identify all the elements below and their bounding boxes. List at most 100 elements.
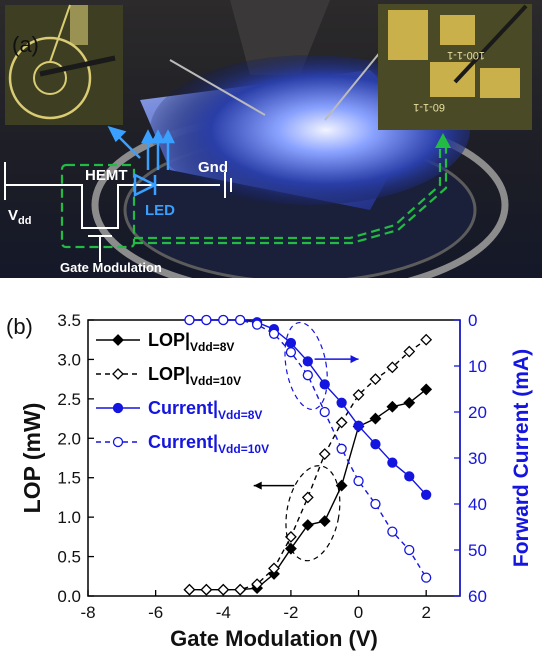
series-point-1 [352,388,365,401]
y-tick-label: 3.0 [57,350,81,369]
series-point-1 [268,562,280,575]
series-point-3 [336,443,347,454]
series-point-1 [420,333,433,346]
x-tick-label: 2 [421,603,430,622]
series-point-3 [235,314,246,326]
photo-panel: (a) 100-1-1 60-1-1 [0,0,542,278]
y2-tick-label: 50 [468,541,487,560]
series-point-2 [421,489,432,500]
series-point-3 [285,347,297,358]
series-point-2 [353,420,364,431]
legend-entry: Current|Vdd=8V [148,398,262,422]
panel-a-label: (a) [12,32,39,57]
circuit-vdd-label: Vdd [8,207,31,227]
legend-swatch-marker [112,402,124,414]
series-point-3 [218,314,229,326]
arrow-left-axis-head [253,481,262,490]
y-tick-label: 0.5 [57,548,81,567]
y-tick-label: 1.0 [57,508,81,527]
annotation-ellipse-current [284,321,328,411]
x-tick-label: -8 [80,603,95,622]
x-tick-label: -6 [148,603,163,622]
legend-entry: Current|Vdd=10V [148,432,269,456]
y-axis-title: LOP (mW) [19,403,45,514]
annotation-ellipse-lop [285,465,341,562]
series-point-3 [251,319,263,330]
probe-needle [169,59,266,116]
y-tick-label: 1.5 [57,469,81,488]
y2-tick-label: 40 [468,495,487,514]
circuit-gnd-label: Gnd [198,159,228,176]
panel-b-label: (b) [6,314,33,339]
series-point-0 [386,400,399,413]
series-point-3 [319,406,330,418]
series-point-1 [217,583,230,596]
photo-illustration: (a) 100-1-1 60-1-1 [0,0,542,278]
legend-entry: LOP|Vdd=8V [148,330,234,354]
x-axis-title: Gate Modulation (V) [170,626,378,651]
y-tick-label: 2.5 [57,390,81,409]
series-point-0 [301,519,314,531]
series-point-0 [369,412,382,425]
series-point-1 [200,583,213,596]
y2-tick-label: 30 [468,449,487,468]
series-point-3 [184,314,195,326]
series-point-3 [370,498,381,510]
legend-swatch-marker [112,368,124,380]
plot-frame [87,319,461,597]
series-point-3 [404,544,415,556]
led-symbol [133,172,158,198]
x-tick-label: -4 [216,603,231,622]
plot-area: -8 -6 -4 -2 0 2 0.0 0.5 1.0 1.5 2.0 2.5 3.0 3.5 0 10 20 3… [19,311,533,651]
y2-axis-title: Forward Current (mA) [510,349,533,567]
series-point-1 [369,373,382,386]
series-point-3 [302,370,313,381]
series-point-2 [302,356,313,367]
series-point-2 [285,337,297,349]
series-point-3 [268,328,280,339]
series-point-3 [387,526,398,537]
series-point-1 [403,345,416,358]
green-dashed-routing [60,145,448,249]
inset-micrograph-left [5,4,123,125]
series-point-1 [183,583,196,596]
circuit-schematic [4,162,232,262]
series-point-0 [335,479,348,492]
series-point-2 [336,397,347,408]
lop-current-chart: (b) -8 -6 -4 -2 0 2 0.0 0.5 1.0 1.5 2.0 2.5 3.0 3.5 0 1… [6,311,533,651]
series-point-0 [403,396,416,409]
series-point-1 [301,491,314,504]
series-point-0 [318,515,331,528]
series-line-3 [189,319,427,578]
series-point-0 [284,542,297,555]
circuit-gate-label: Gate Modulation [60,260,162,275]
series-point-2 [404,471,415,482]
series-point-1 [251,578,264,591]
circuit-led-label: LED [145,202,175,219]
series-point-1 [318,448,331,460]
y-tick-label: 2.0 [57,429,81,448]
series-point-1 [284,530,297,543]
inset-label-bottom: 60-1-1 [413,101,445,113]
chart-panel: (b) -8 -6 -4 -2 0 2 0.0 0.5 1.0 1.5 2.0 2.5 3.0 3.5 0 1… [0,278,542,657]
series-point-2 [370,439,381,450]
y-tick-label: 3.5 [57,311,81,330]
series-point-3 [421,572,432,583]
blue-arrows [107,126,176,170]
series-point-1 [386,361,399,374]
legend-entry: LOP|Vdd=10V [148,364,241,388]
x-tick-label: -2 [283,603,298,622]
series-point-3 [201,314,212,326]
series-point-0 [420,383,433,396]
legend-swatch-marker [112,436,124,448]
y2-tick-label: 60 [468,587,487,606]
series-point-1 [335,416,348,429]
green-arrow-head [435,133,451,148]
series-point-2 [387,457,398,468]
series-point-3 [353,475,364,487]
arrow-right-axis-head [350,355,359,364]
y2-tick-label: 20 [468,403,487,422]
series-point-2 [319,379,330,390]
y2-tick-label: 0 [468,311,477,330]
circuit-hemt-label: HEMT [85,167,128,184]
